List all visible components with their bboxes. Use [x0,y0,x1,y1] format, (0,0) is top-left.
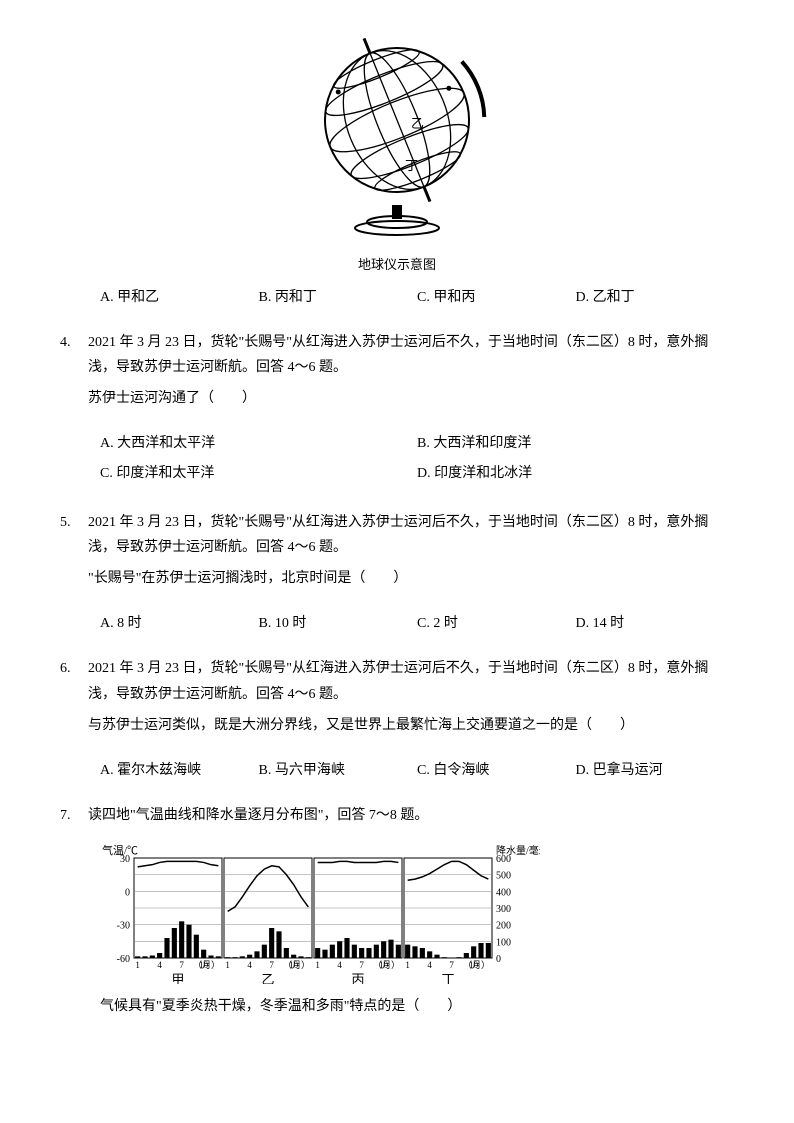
q3-options: A. 甲和乙 B. 丙和丁 C. 甲和丙 D. 乙和丁 [60,285,734,310]
globe-label-ding: 丁 [405,158,418,173]
svg-text:500: 500 [496,871,511,882]
q7-prompt: 气候具有"夏季炎热干燥，冬季温和多雨"特点的是（ ） [60,994,734,1019]
svg-text:7: 7 [359,960,364,970]
svg-text:100: 100 [496,938,511,949]
svg-text:4: 4 [337,960,342,970]
svg-text:400: 400 [496,888,511,899]
svg-text:4: 4 [247,960,252,970]
question-5: 5. 2021 年 3 月 23 日，货轮"长赐号"从红海进入苏伊士运河后不久，… [60,510,734,602]
svg-text:丁: 丁 [441,972,454,984]
svg-text:（月）: （月） [463,960,490,970]
option-b: B. 马六甲海峡 [259,758,418,783]
svg-text:甲: 甲 [171,972,184,984]
q4-text: 2021 年 3 月 23 日，货轮"长赐号"从红海进入苏伊士运河后不久，于当地… [88,330,734,380]
svg-text:乙: 乙 [261,972,274,984]
svg-text:（月）: （月） [283,960,310,970]
svg-text:300: 300 [496,904,511,915]
question-6: 6. 2021 年 3 月 23 日，货轮"长赐号"从红海进入苏伊士运河后不久，… [60,656,734,748]
option-a: A. 8 时 [100,611,259,636]
option-a: A. 甲和乙 [100,285,259,310]
svg-text:7: 7 [449,960,454,970]
svg-text:1: 1 [405,960,410,970]
svg-text:（月）: （月） [193,960,220,970]
option-b: B. 丙和丁 [259,285,418,310]
q5-text: 2021 年 3 月 23 日，货轮"长赐号"从红海进入苏伊士运河后不久，于当地… [88,510,734,560]
svg-text:600: 600 [496,854,511,865]
svg-text:1: 1 [225,960,230,970]
climate-diagram: 气温/℃300-30-6014710（月）甲14710（月）乙14710（月）丙… [100,844,540,984]
q4-number: 4. [60,330,88,422]
climate-chart: 气温/℃300-30-6014710（月）甲14710（月）乙14710（月）丙… [60,844,734,984]
option-d: D. 印度洋和北冰洋 [417,461,734,486]
q5-prompt: "长赐号"在苏伊士运河搁浅时，北京时间是（ ） [88,566,734,591]
q7-text: 读四地"气温曲线和降水量逐月分布图"，回答 7～8 题。 [88,803,734,828]
globe-label-yi: 乙 [411,116,424,131]
svg-text:7: 7 [179,960,184,970]
option-a: A. 霍尔木兹海峡 [100,758,259,783]
svg-text:30: 30 [120,854,130,865]
option-c: C. 印度洋和太平洋 [100,461,417,486]
svg-text:4: 4 [427,960,432,970]
q6-options: A. 霍尔木兹海峡 B. 马六甲海峡 C. 白令海峡 D. 巴拿马运河 [60,758,734,783]
option-c: C. 白令海峡 [417,758,576,783]
q4-options: A. 大西洋和太平洋 B. 大西洋和印度洋 C. 印度洋和太平洋 D. 印度洋和… [60,431,734,489]
svg-text:-60: -60 [117,954,130,965]
svg-text:1: 1 [135,960,140,970]
svg-text:（月）: （月） [373,960,400,970]
option-b: B. 大西洋和印度洋 [417,431,734,456]
q6-text: 2021 年 3 月 23 日，货轮"长赐号"从红海进入苏伊士运河后不久，于当地… [88,656,734,706]
svg-text:1: 1 [315,960,320,970]
option-a: A. 大西洋和太平洋 [100,431,417,456]
option-d: D. 巴拿马运河 [576,758,735,783]
question-4: 4. 2021 年 3 月 23 日，货轮"长赐号"从红海进入苏伊士运河后不久，… [60,330,734,422]
svg-text:4: 4 [157,960,162,970]
globe-diagram: 乙 丁 [302,30,492,240]
question-7: 7. 读四地"气温曲线和降水量逐月分布图"，回答 7～8 题。 [60,803,734,834]
svg-text:7: 7 [269,960,274,970]
q4-prompt: 苏伊士运河沟通了（ ） [88,386,734,411]
svg-text:0: 0 [496,954,501,965]
option-c: C. 甲和丙 [417,285,576,310]
option-c: C. 2 时 [417,611,576,636]
globe-caption: 地球仪示意图 [60,253,734,276]
svg-text:200: 200 [496,921,511,932]
q6-number: 6. [60,656,88,748]
svg-text:0: 0 [125,888,130,899]
svg-text:-30: -30 [117,921,130,932]
option-b: B. 10 时 [259,611,418,636]
option-d: D. 14 时 [576,611,735,636]
q5-number: 5. [60,510,88,602]
option-d: D. 乙和丁 [576,285,735,310]
q5-options: A. 8 时 B. 10 时 C. 2 时 D. 14 时 [60,611,734,636]
svg-text:丙: 丙 [351,972,364,984]
globe-figure: 乙 丁 地球仪示意图 [60,30,734,277]
q7-number: 7. [60,803,88,834]
q6-prompt: 与苏伊士运河类似，既是大洲分界线，又是世界上最繁忙海上交通要道之一的是（ ） [88,713,734,738]
